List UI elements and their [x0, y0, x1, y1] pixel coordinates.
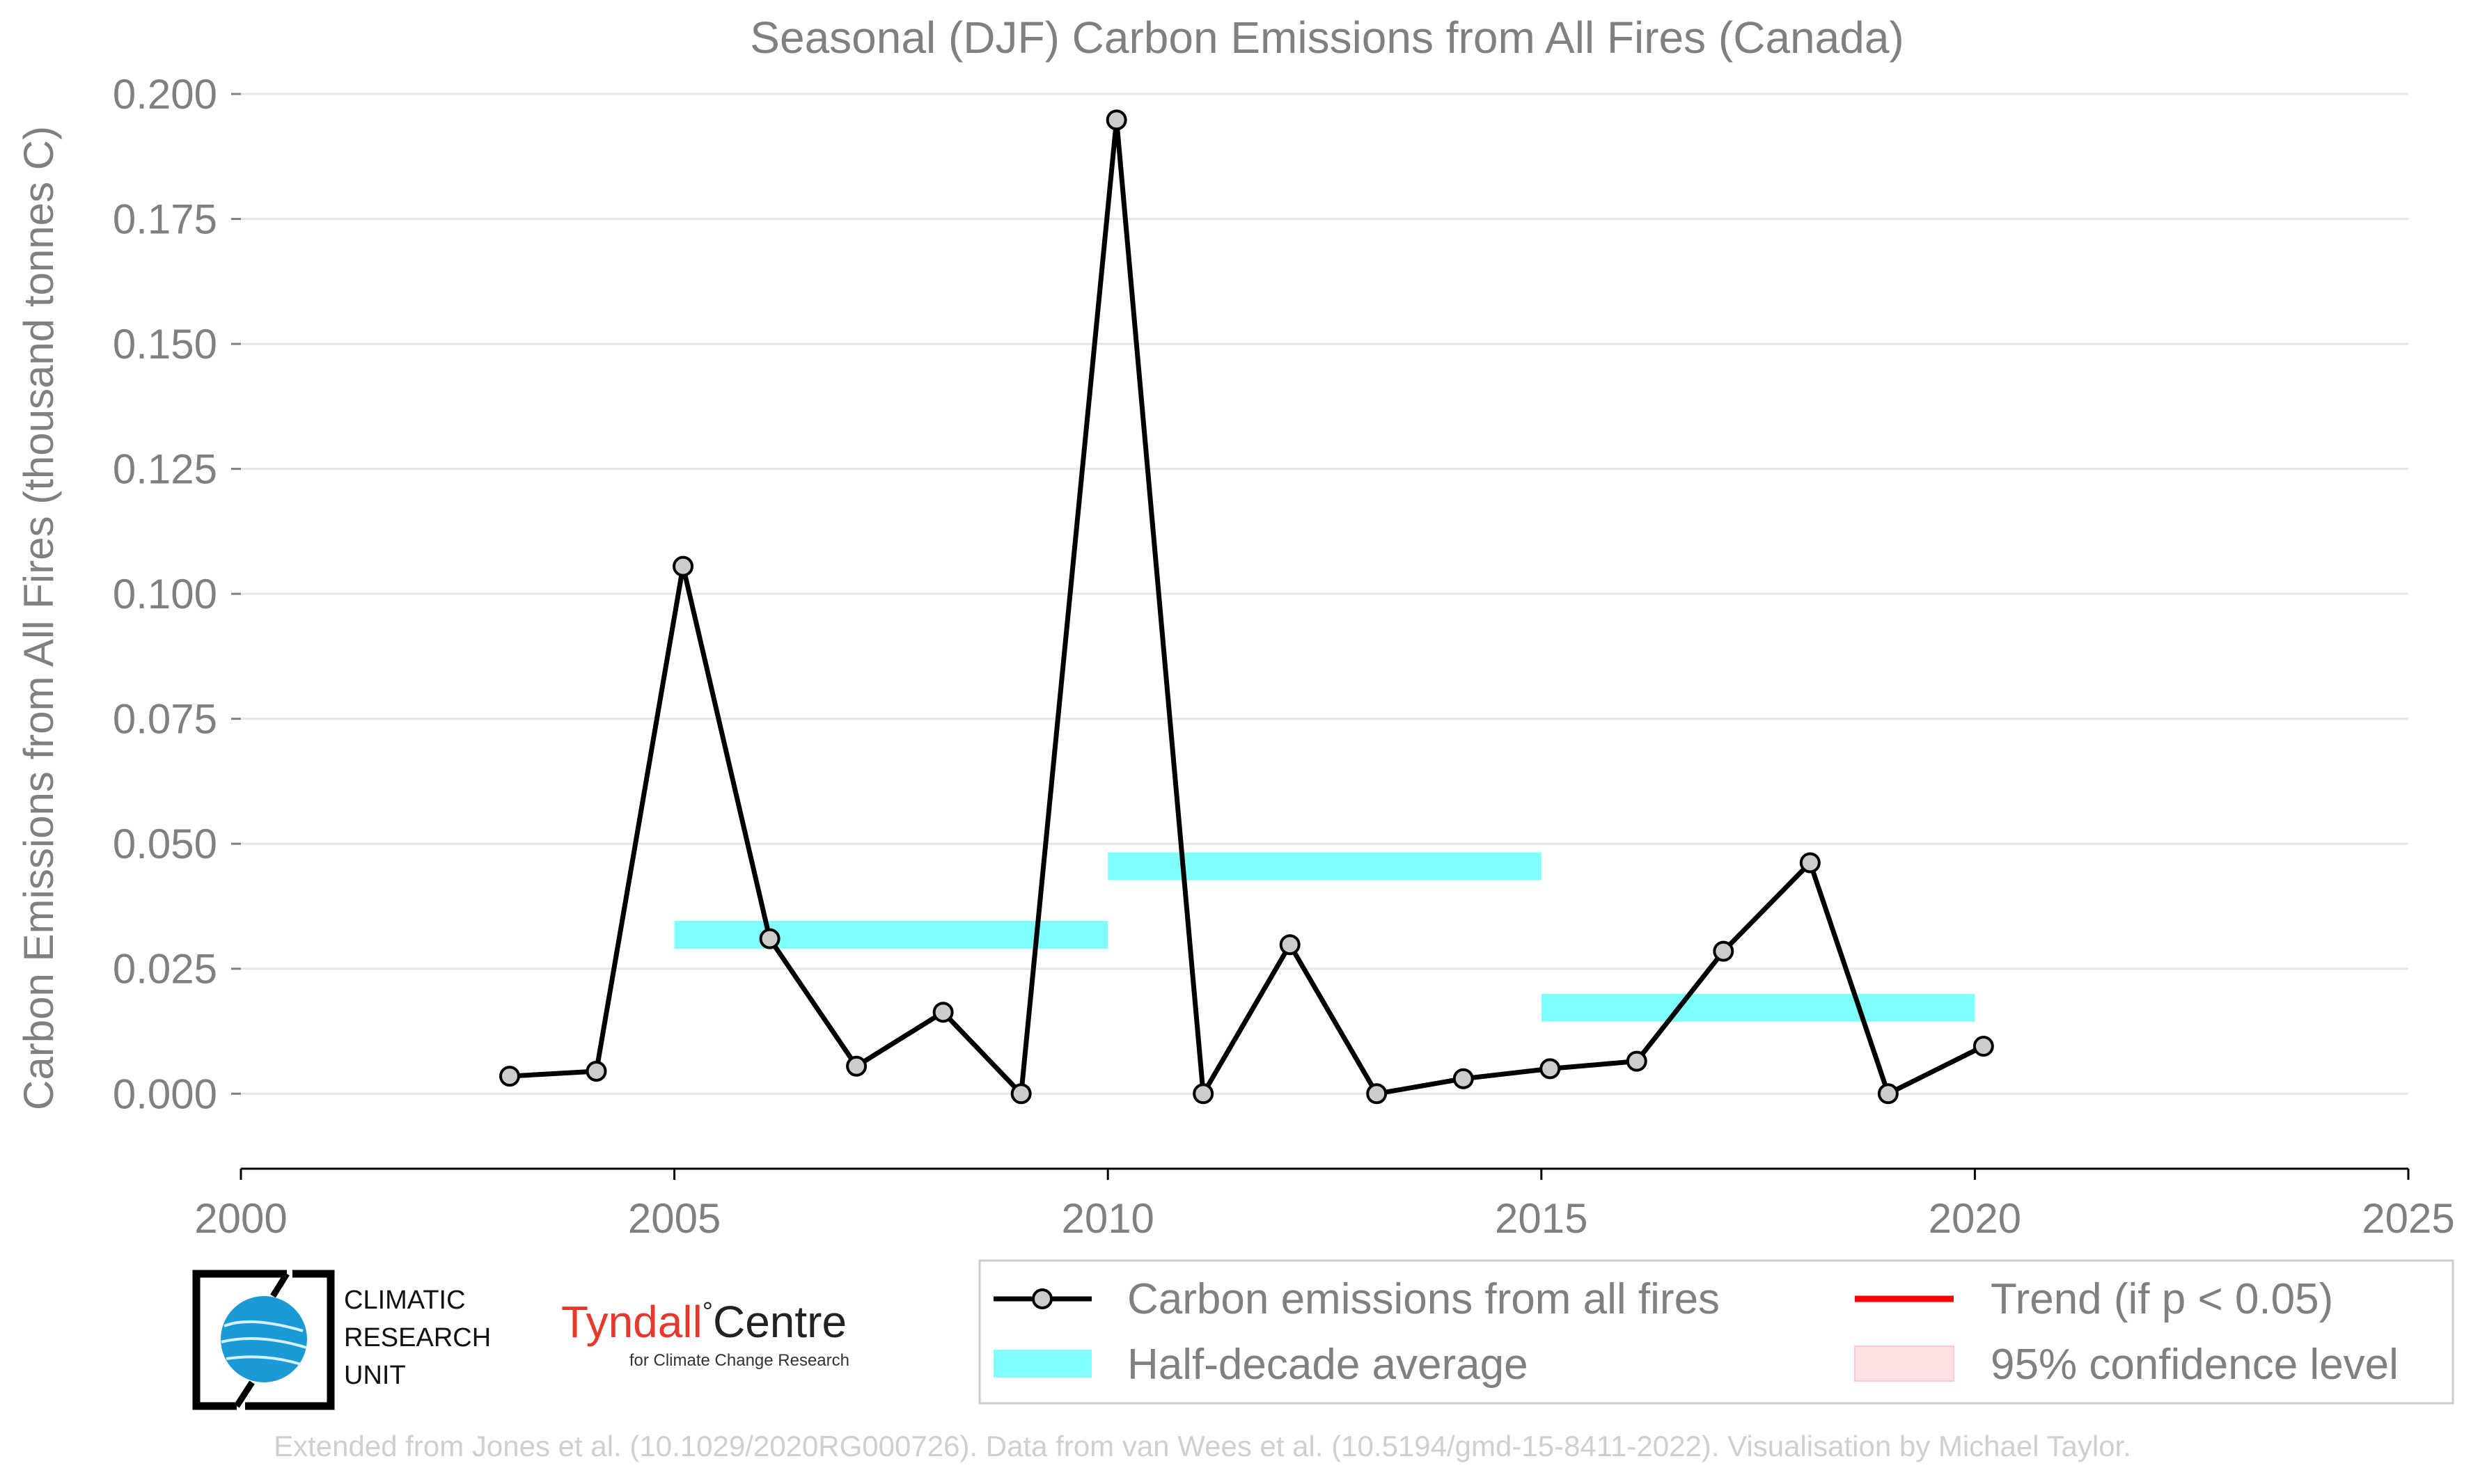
y-tick-label: 0.075: [113, 696, 217, 743]
chart-title: Seasonal (DJF) Carbon Emissions from All…: [750, 13, 1904, 63]
data-point: [1626, 1050, 1647, 1072]
x-tick-label: 2000: [194, 1195, 287, 1242]
legend-entry-confidence: 95% confidence level: [1854, 1341, 2399, 1389]
cru-text-line-3: UNIT: [344, 1361, 406, 1390]
tyndall-logo-text: Tyndall°Centre: [561, 1297, 847, 1347]
x-tick-label: 2010: [1061, 1195, 1154, 1242]
y-tick-label: 0.100: [113, 571, 217, 617]
data-point: [1193, 1083, 1214, 1105]
data-point: [1877, 1083, 1899, 1105]
y-axis-ticks: 0.000 0.025 0.050 0.075 0.100 0.125 0.150 0.175…: [113, 71, 241, 1117]
x-tick-label: 2015: [1495, 1195, 1587, 1242]
tyndall-logo: Tyndall°Centre for Climate Change Resear…: [561, 1297, 849, 1370]
legend-label-confidence: 95% confidence level: [1991, 1341, 2399, 1389]
data-point: [846, 1055, 868, 1077]
x-tick-label: 2025: [2362, 1195, 2454, 1242]
data-point: [932, 1002, 954, 1023]
half-decade-bars: [674, 852, 1975, 1022]
data-point: [673, 555, 694, 577]
cru-text-line-1: CLIMATIC: [344, 1286, 466, 1315]
y-tick-label: 0.050: [113, 821, 217, 867]
legend-label-half-decade: Half-decade average: [1127, 1341, 1528, 1389]
data-point: [1279, 934, 1301, 956]
half-decade-average-bar: [1108, 852, 1542, 881]
data-point: [1452, 1068, 1474, 1089]
credit-line: Extended from Jones et al. (10.1029/2020…: [274, 1430, 2131, 1462]
legend-entry-emissions: Carbon emissions from all fires: [994, 1275, 1720, 1323]
y-tick-label: 0.125: [113, 446, 217, 493]
series-line: [509, 117, 1985, 1096]
cru-bracket-left-icon: [192, 1270, 287, 1410]
data-point: [499, 1066, 521, 1087]
cru-logo: CLIMATIC RESEARCH UNIT: [192, 1270, 491, 1410]
data-point: [586, 1060, 607, 1082]
y-tick-label: 0.025: [113, 946, 217, 993]
legend-label-emissions: Carbon emissions from all fires: [1127, 1275, 1720, 1323]
legend: Carbon emissions from all fires Trend (i…: [978, 1259, 2454, 1405]
series-layer: [499, 109, 1994, 1105]
y-tick-label: 0.200: [113, 71, 217, 118]
cru-bracket-right-icon: [245, 1270, 335, 1410]
data-point: [759, 928, 780, 949]
gridlines: [241, 93, 2408, 1095]
data-point: [1713, 940, 1734, 962]
x-axis-ticks: 2000 2005 2010 2015 2020 2025: [194, 1169, 2455, 1242]
legend-half-decade-swatch: [994, 1350, 1092, 1378]
y-axis-label: Carbon Emissions from All Fires (thousan…: [15, 126, 62, 1110]
data-point: [1106, 109, 1127, 131]
cru-text-line-2: RESEARCH: [344, 1323, 491, 1352]
legend-entry-half-decade: Half-decade average: [994, 1341, 1528, 1389]
y-tick-label: 0.175: [113, 196, 217, 243]
half-decade-average-bar: [674, 920, 1108, 949]
data-point: [1799, 852, 1821, 874]
tyndall-logo-subtitle: for Climate Change Research: [629, 1351, 849, 1370]
legend-frame: [978, 1259, 2454, 1405]
data-point: [1539, 1058, 1561, 1080]
legend-label-trend: Trend (if p < 0.05): [1991, 1275, 2333, 1323]
x-tick-label: 2005: [628, 1195, 721, 1242]
y-tick-label: 0.150: [113, 321, 217, 368]
data-point: [1972, 1036, 1994, 1057]
legend-confidence-swatch: [1854, 1345, 1954, 1382]
data-point: [1010, 1083, 1032, 1105]
half-decade-average-bar: [1541, 993, 1975, 1022]
legend-entry-trend: Trend (if p < 0.05): [1855, 1275, 2333, 1323]
legend-marker-icon: [1032, 1288, 1053, 1309]
data-point: [1366, 1083, 1388, 1105]
y-tick-label: 0.000: [113, 1071, 217, 1117]
x-tick-label: 2020: [1929, 1195, 2021, 1242]
